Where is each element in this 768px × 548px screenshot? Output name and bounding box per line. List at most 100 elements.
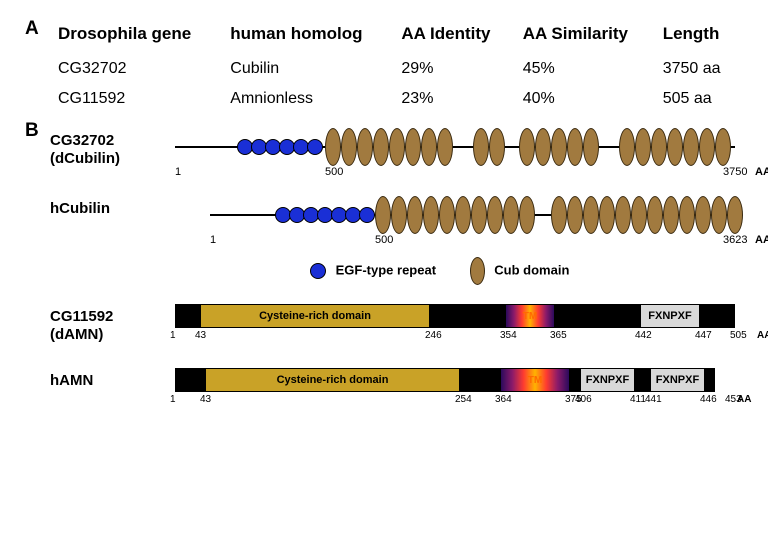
cub-domain-icon (341, 128, 357, 166)
cub-domain-icon (439, 196, 455, 234)
cub-domain-icon (551, 196, 567, 234)
protein-diagram: 15003623AA (175, 192, 735, 252)
panel-a-label: A (25, 18, 39, 40)
fxnpxf-motif: FXNPXF (650, 368, 705, 392)
table-row: CG32702Cubilin29%45%3750 aa (50, 54, 740, 84)
cub-domain-icon (567, 196, 583, 234)
cub-domain-icon (535, 128, 551, 166)
aa-unit-label: AA (755, 166, 768, 178)
position-tick: 1 (170, 330, 176, 341)
table-header: AA Identity (393, 20, 514, 54)
cub-domain-icon (551, 128, 567, 166)
position-tick: 1 (175, 166, 181, 178)
position-tick: 441 (645, 394, 662, 405)
table-cell: 505 aa (655, 84, 740, 114)
cub-domain-icon (437, 128, 453, 166)
cub-domain-icon (471, 196, 487, 234)
end-tick: 3623 (723, 234, 747, 246)
cub-legend-text: Cub domain (494, 262, 569, 277)
egf-legend-text: EGF-type repeat (336, 262, 436, 277)
cub-domain-icon (421, 128, 437, 166)
cub-domain-icon (647, 196, 663, 234)
table-cell: 3750 aa (655, 54, 740, 84)
cub-domain-icon (503, 196, 519, 234)
fxnpxf-motif: FXNPXF (640, 304, 700, 328)
table-cell: 23% (393, 84, 514, 114)
homolog-table-wrap: Drosophila genehuman homologAA IdentityA… (50, 20, 738, 114)
cub-domain-icon (407, 196, 423, 234)
cub-domain-icon (391, 196, 407, 234)
cub-domain-icon (727, 196, 743, 234)
protein-row: hCubilin15003623AA (50, 192, 738, 254)
table-cell: 45% (515, 54, 655, 84)
cub-domain-icon (567, 128, 583, 166)
cub-domain-icon (583, 196, 599, 234)
cub-domain-icon (667, 128, 683, 166)
amn-row: CG11592(dAMN) Cysteine-rich domainTMFXNPX… (50, 304, 738, 360)
table-header: human homolog (222, 20, 393, 54)
cub-domain-icon (423, 196, 439, 234)
position-tick: 254 (455, 394, 472, 405)
cub-domain-icon (711, 196, 727, 234)
cub-domain-icon (455, 196, 471, 234)
aa-unit-label: AA (757, 330, 768, 341)
cub-legend-icon (470, 257, 485, 285)
table-cell: CG32702 (50, 54, 222, 84)
table-header: Drosophila gene (50, 20, 222, 54)
cub-domain-icon (695, 196, 711, 234)
homolog-table: Drosophila genehuman homologAA IdentityA… (50, 20, 740, 114)
amn-row: hAMNCysteine-rich domainTMFXNPXFFXNPXF14… (50, 368, 738, 424)
cub-domain-icon (405, 128, 421, 166)
position-tick: 354 (500, 330, 517, 341)
cub-domain-icon (715, 128, 731, 166)
table-row: CG11592Amnionless23%40%505 aa (50, 84, 740, 114)
cub-domain-icon (325, 128, 341, 166)
table-cell: Cubilin (222, 54, 393, 84)
position-tick: 246 (425, 330, 442, 341)
cub-domain-icon (683, 128, 699, 166)
cub-domain-icon (599, 196, 615, 234)
cub-domain-icon (487, 196, 503, 234)
table-cell: CG11592 (50, 84, 222, 114)
protein-label: CG11592(dAMN) (50, 308, 160, 344)
cub-domain-icon (473, 128, 489, 166)
cub-domain-icon (635, 128, 651, 166)
cub-domain-icon (375, 196, 391, 234)
panel-b-label: B (25, 120, 39, 142)
table-header: Length (655, 20, 740, 54)
table-header: AA Similarity (515, 20, 655, 54)
protein-label: hAMN (50, 372, 160, 390)
cub-domain-icon (373, 128, 389, 166)
cysteine-rich-domain: Cysteine-rich domain (205, 368, 460, 392)
fxnpxf-motif: FXNPXF (580, 368, 635, 392)
position-tick: 447 (695, 330, 712, 341)
legend: EGF-type repeat Cub domain (310, 257, 569, 285)
position-tick: 43 (195, 330, 206, 341)
position-tick: 500 (325, 166, 343, 178)
cub-domain-icon (615, 196, 631, 234)
position-tick: 442 (635, 330, 652, 341)
aa-unit-label: AA (755, 234, 768, 246)
protein-label: CG32702(dCubilin) (50, 132, 160, 168)
protein-label: hCubilin (50, 200, 160, 218)
cysteine-rich-domain: Cysteine-rich domain (200, 304, 430, 328)
position-tick: 505 (730, 330, 747, 341)
cub-domain-icon (583, 128, 599, 166)
position-tick: 500 (375, 234, 393, 246)
egf-legend-icon (310, 263, 326, 279)
position-tick: 1 (170, 394, 176, 405)
position-tick: 406 (575, 394, 592, 405)
protein-row: CG32702(dCubilin)15003750AA (50, 124, 738, 186)
position-tick: 446 (700, 394, 717, 405)
cub-domain-icon (619, 128, 635, 166)
protein-diagram: 15003750AA (175, 124, 735, 184)
cub-domain-icon (699, 128, 715, 166)
cub-domain-icon (389, 128, 405, 166)
position-tick: 43 (200, 394, 211, 405)
egf-repeat-icon (307, 139, 323, 155)
position-tick: 364 (495, 394, 512, 405)
cub-domain-icon (679, 196, 695, 234)
amn-bar: Cysteine-rich domainTMFXNPXF (175, 304, 735, 328)
cub-domain-icon (631, 196, 647, 234)
position-tick: 1 (210, 234, 216, 246)
